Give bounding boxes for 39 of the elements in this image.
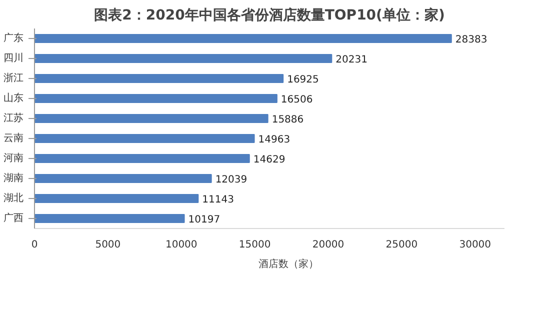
x-tick-label: 0 <box>31 240 38 250</box>
data-label: 11143 <box>202 194 234 206</box>
data-label: 16925 <box>287 74 319 86</box>
y-tick-label: 河南 <box>4 152 24 164</box>
bar <box>34 174 212 183</box>
bar <box>34 94 278 103</box>
y-tick-label: 湖北 <box>4 192 24 204</box>
data-label: 14963 <box>258 134 290 146</box>
bar <box>34 34 452 43</box>
y-tick-label: 浙江 <box>4 72 24 84</box>
bar <box>34 134 255 143</box>
bar <box>34 194 199 203</box>
x-tick-label: 5000 <box>95 240 121 250</box>
x-tick-label: 10000 <box>165 240 198 250</box>
y-tick-label: 山东 <box>4 92 24 104</box>
x-tick-label: 30000 <box>459 240 492 250</box>
bar <box>34 114 268 123</box>
data-label: 15886 <box>272 114 304 126</box>
bar <box>34 74 284 83</box>
y-tick-label: 湖南 <box>4 172 24 184</box>
chart-title: 图表2：2020年中国各省份酒店数量TOP10(单位：家) <box>94 6 445 24</box>
bar <box>34 154 250 163</box>
y-tick-label: 江苏 <box>4 112 24 124</box>
bar <box>34 54 332 63</box>
x-tick-label: 25000 <box>386 240 418 250</box>
data-label: 16506 <box>280 94 313 106</box>
y-tick-label: 广西 <box>4 212 24 224</box>
data-label: 28383 <box>455 34 488 46</box>
y-tick-label: 广东 <box>4 32 24 44</box>
bar <box>34 214 185 223</box>
text: 酒店数（家） <box>258 258 318 271</box>
data-label: 10197 <box>188 214 220 226</box>
data-label: 14629 <box>253 154 286 166</box>
y-tick-label: 四川 <box>4 52 24 64</box>
data-label: 12039 <box>215 174 248 186</box>
x-tick-label: 15000 <box>238 240 271 250</box>
data-label: 20231 <box>336 54 368 66</box>
x-tick-label: 20000 <box>312 240 344 250</box>
y-tick-label: 云南 <box>4 132 24 144</box>
